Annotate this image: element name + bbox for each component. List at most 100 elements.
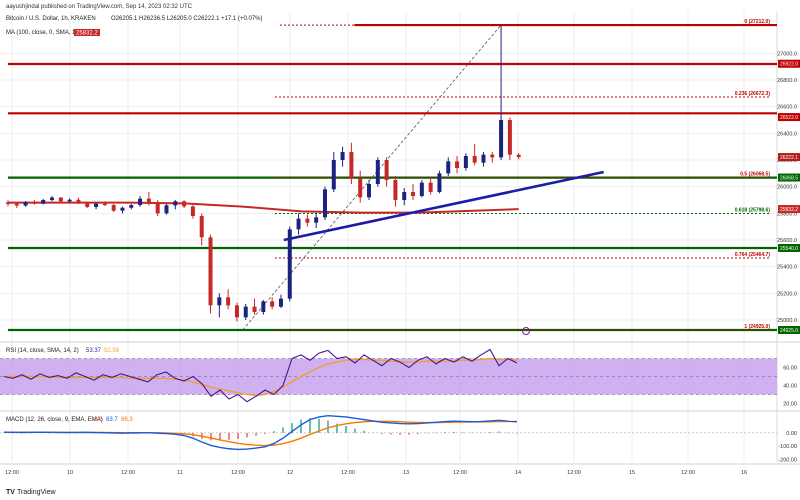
candle-body-52 — [463, 156, 468, 168]
tradingview-brand: TradingView — [17, 489, 56, 496]
time-tick-0: 12:00 — [5, 470, 19, 476]
fib-label-1: 0.236 (26672.3) — [735, 91, 771, 97]
macd-hist-bar-36 — [327, 420, 329, 433]
candle-body-47 — [419, 182, 424, 196]
symbol-title: Bitcoin / U.S. Dollar, 1h, KRAKEN — [6, 16, 96, 22]
candle-body-14 — [129, 205, 134, 208]
macd-hist-bar-40 — [363, 430, 365, 433]
price-tick-6: 25800.0 — [777, 211, 797, 217]
fib-label-2: 0.5 (26068.5) — [740, 172, 770, 178]
candle-body-24 — [217, 297, 222, 306]
macd-hist-bar-48 — [435, 432, 437, 434]
macd-hist-bar-3 — [30, 432, 32, 434]
rsi-tick-2: 20.00 — [783, 402, 797, 408]
tradingview-logo: TV TradingView — [6, 489, 56, 496]
macd-hist-bar-49 — [444, 432, 446, 433]
candle-body-4 — [41, 200, 46, 204]
candle-body-49 — [437, 173, 442, 192]
event-marker — [522, 327, 530, 335]
rsi-legend: RSI (14, close, SMA, 14, 2) 53.37 52.59 — [6, 348, 120, 354]
candle-body-56 — [499, 120, 504, 158]
candle-body-26 — [234, 305, 239, 318]
candle-body-35 — [314, 217, 319, 223]
fib-label-5: 1 (24925.0) — [744, 324, 770, 330]
macd-signal-value: 86.3 — [121, 417, 133, 423]
macd-hist-bar-38 — [345, 425, 347, 433]
candle-body-10 — [94, 203, 99, 207]
candle-body-27 — [243, 306, 248, 318]
candle-body-15 — [138, 198, 143, 206]
price-tick-8: 25400.0 — [777, 265, 797, 271]
rsi-tick-1: 40.00 — [783, 384, 797, 390]
macd-hist-bar-45 — [408, 432, 410, 435]
time-tick-10: 12:00 — [567, 470, 581, 476]
candle-body-32 — [287, 229, 292, 299]
macd-hist-bar-31 — [282, 427, 284, 433]
candle-body-41 — [367, 184, 372, 198]
candle-body-23 — [208, 237, 213, 306]
candle-body-54 — [481, 154, 486, 163]
candle-body-3 — [32, 202, 37, 204]
rsi-title: RSI (14, close, SMA, 14, 2) — [6, 348, 79, 354]
candle-body-1 — [14, 203, 19, 206]
rsi-pane — [0, 348, 777, 403]
candle-body-33 — [296, 218, 301, 230]
fib-label-4: 0.764 (25464.7) — [735, 252, 771, 258]
price-tag-bg-2 — [778, 153, 800, 162]
macd-line-value: 83.7 — [106, 417, 118, 423]
ma-value: 25832.2 — [76, 31, 98, 37]
macd-hist-bar-34 — [309, 418, 311, 433]
candle-body-34 — [305, 218, 310, 223]
price-tag-5: 25540.0 — [780, 246, 798, 252]
time-tick-1: 10 — [67, 470, 73, 476]
candle-body-0 — [6, 202, 10, 204]
price-tick-10: 25000.0 — [777, 318, 797, 324]
published-text: aayushjindal published on TradingView.co… — [6, 4, 193, 10]
time-tick-12: 12:00 — [681, 470, 695, 476]
candle-body-40 — [358, 178, 363, 198]
macd-hist-bar-27 — [246, 432, 248, 438]
price-tick-5: 26000.0 — [777, 185, 797, 191]
macd-pane — [0, 414, 777, 451]
macd-line — [3, 414, 518, 451]
candle-body-50 — [446, 161, 451, 174]
candle-body-43 — [384, 160, 389, 180]
price-tag-bg-4 — [778, 205, 800, 214]
candle-body-12 — [111, 205, 116, 211]
rsi-ma-value: 52.59 — [104, 348, 120, 354]
time-tick-6: 12:00 — [341, 470, 355, 476]
price-tag-6: 24925.0 — [780, 328, 798, 334]
price-tick-7: 25600.0 — [777, 238, 797, 244]
time-tick-9: 14 — [515, 470, 521, 476]
macd-hist-bar-52 — [471, 432, 473, 434]
tradingview-mark: TV — [6, 489, 15, 496]
macd-hist-bar-24 — [219, 432, 221, 441]
candle-body-57 — [507, 120, 512, 155]
price-tag-bg-5 — [778, 244, 800, 252]
price-tag-1: 26522.0 — [780, 115, 798, 121]
price-tick-9: 25200.0 — [777, 291, 797, 297]
candle-body-20 — [182, 201, 187, 207]
macd-hist-bar-54 — [489, 432, 491, 433]
candle-body-8 — [76, 199, 81, 203]
macd-hist-bar-29 — [264, 432, 266, 435]
candle-body-6 — [58, 197, 63, 202]
price-tag-4: 25832.2 — [780, 207, 798, 213]
candle-body-42 — [375, 160, 380, 184]
time-tick-7: 13 — [403, 470, 409, 476]
candle-body-39 — [349, 152, 354, 179]
candle-body-36 — [322, 189, 327, 218]
price-tag-bg-1 — [778, 113, 800, 122]
candle-body-22 — [199, 216, 204, 238]
candle-body-13 — [120, 207, 125, 211]
macd-hist-bar-41 — [372, 432, 374, 433]
macd-hist-bar-50 — [453, 431, 455, 433]
candle-body-37 — [331, 160, 336, 190]
time-tick-13: 16 — [741, 470, 747, 476]
candle-body-16 — [146, 198, 151, 203]
candle-body-29 — [261, 301, 266, 312]
candle-body-17 — [155, 202, 160, 214]
fib-label-3: 0.618 (25798.6) — [735, 208, 771, 214]
